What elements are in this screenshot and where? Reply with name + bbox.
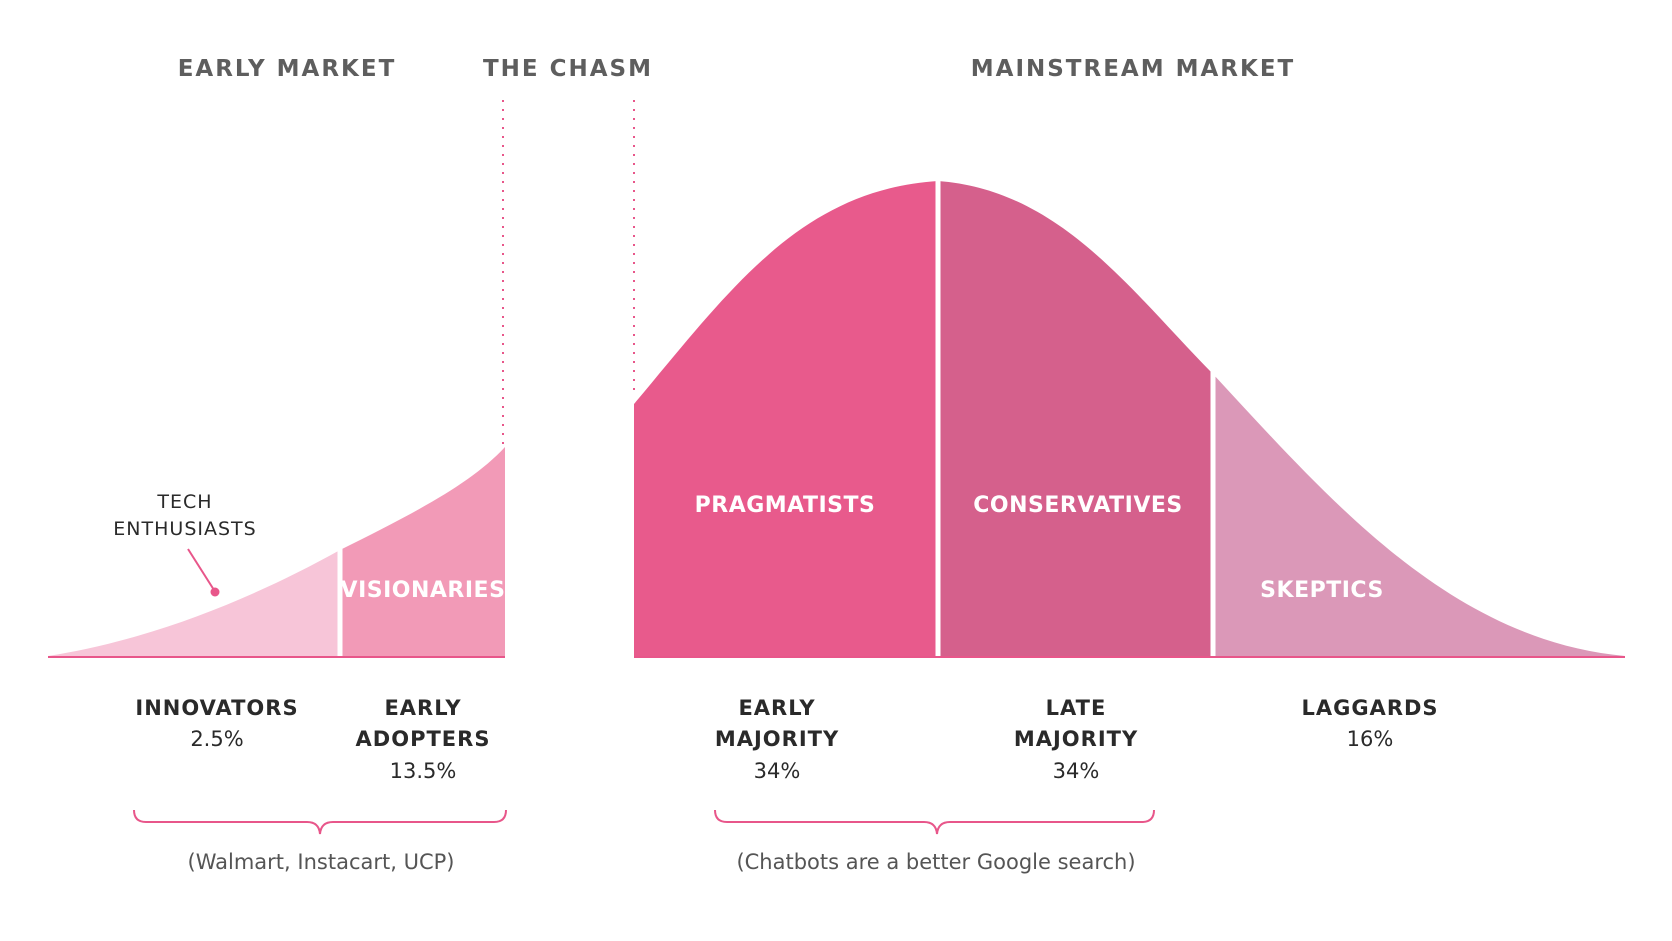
annotation-pointer-line [187, 548, 215, 591]
segment-label-pragmatists: PRAGMATISTS [695, 493, 876, 518]
late-majority-area [938, 181, 1213, 656]
example-mainstream-market: (Chatbots are a better Google search) [736, 850, 1135, 874]
innovators-area [48, 550, 340, 656]
group-early-adopters-label-line1: EARLY [384, 696, 461, 720]
group-early-majority-label-line2: MAJORITY [715, 727, 839, 751]
group-innovators-label: INNOVATORS [135, 696, 298, 720]
group-laggards-label: LAGGARDS [1301, 696, 1438, 720]
header-mainstream-market: MAINSTREAM MARKET [971, 56, 1296, 82]
brace-mainstream-market [714, 809, 1155, 835]
group-late-majority-percent: 34% [1053, 759, 1100, 783]
segment-label-skeptics: SKEPTICS [1260, 578, 1384, 603]
early-adopters-area [340, 447, 505, 656]
group-early-majority-label-line1: EARLY [738, 696, 815, 720]
group-early-adopters-label-line2: ADOPTERS [356, 727, 491, 751]
annotation-enthusiasts: ENTHUSIASTS [113, 518, 256, 540]
group-early-majority-percent: 34% [754, 759, 801, 783]
laggards-area [1213, 374, 1625, 656]
early-majority-area [634, 181, 938, 656]
group-laggards-percent: 16% [1347, 727, 1394, 751]
group-late-majority-label-line1: LATE [1046, 696, 1107, 720]
group-early-adopters-percent: 13.5% [390, 759, 457, 783]
segment-label-visionaries: VISIONARIES [341, 578, 506, 603]
annotation-tech: TECH [156, 491, 212, 513]
group-innovators-percent: 2.5% [190, 727, 243, 751]
annotation-pointer-dot [210, 587, 220, 597]
header-the-chasm: THE CHASM [483, 56, 653, 82]
group-late-majority-label-line2: MAJORITY [1014, 727, 1138, 751]
example-early-market: (Walmart, Instacart, UCP) [188, 850, 455, 874]
header-early-market: EARLY MARKET [178, 56, 397, 82]
brace-early-market [133, 809, 507, 835]
segment-label-conservatives: CONSERVATIVES [973, 493, 1183, 518]
